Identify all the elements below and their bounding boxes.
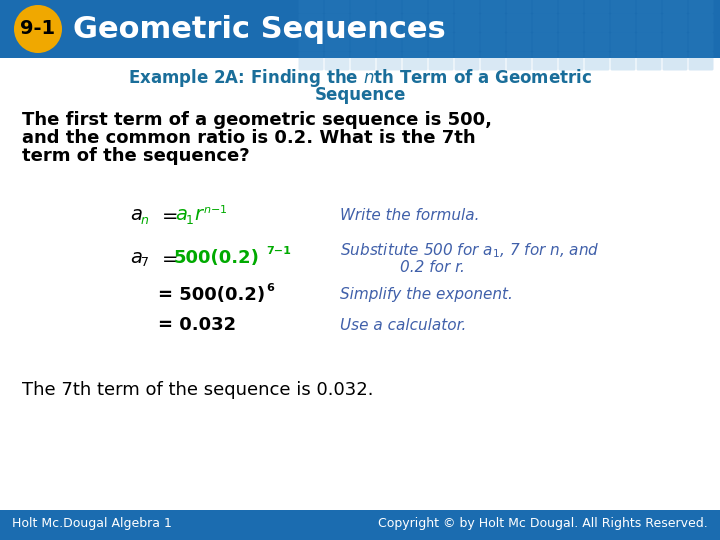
- Text: and the common ratio is 0.2. What is the 7th: and the common ratio is 0.2. What is the…: [22, 129, 476, 147]
- FancyBboxPatch shape: [559, 51, 583, 71]
- FancyBboxPatch shape: [585, 51, 610, 71]
- FancyBboxPatch shape: [559, 14, 583, 32]
- Text: $=$: $=$: [158, 249, 178, 267]
- FancyBboxPatch shape: [377, 32, 402, 51]
- FancyBboxPatch shape: [377, 0, 402, 14]
- FancyBboxPatch shape: [325, 0, 349, 14]
- FancyBboxPatch shape: [506, 51, 531, 71]
- FancyBboxPatch shape: [325, 51, 349, 71]
- FancyBboxPatch shape: [585, 32, 610, 51]
- FancyBboxPatch shape: [454, 0, 480, 14]
- FancyBboxPatch shape: [506, 0, 531, 14]
- FancyBboxPatch shape: [454, 51, 480, 71]
- Text: $1$: $1$: [185, 213, 194, 226]
- Text: Holt Mc.Dougal Algebra 1: Holt Mc.Dougal Algebra 1: [12, 517, 172, 530]
- FancyBboxPatch shape: [662, 32, 688, 51]
- FancyBboxPatch shape: [351, 14, 376, 32]
- FancyBboxPatch shape: [351, 51, 376, 71]
- FancyBboxPatch shape: [585, 0, 610, 14]
- Text: Copyright © by Holt Mc Dougal. All Rights Reserved.: Copyright © by Holt Mc Dougal. All Right…: [378, 517, 708, 530]
- FancyBboxPatch shape: [480, 51, 505, 71]
- FancyBboxPatch shape: [480, 0, 505, 14]
- Text: = 500(0.2): = 500(0.2): [158, 286, 265, 304]
- Text: Simplify the exponent.: Simplify the exponent.: [340, 287, 513, 302]
- FancyBboxPatch shape: [428, 51, 454, 71]
- FancyBboxPatch shape: [611, 14, 636, 32]
- Text: Substitute 500 for $a_1$, 7 for $n$, and: Substitute 500 for $a_1$, 7 for $n$, and: [340, 241, 600, 260]
- FancyBboxPatch shape: [662, 14, 688, 32]
- FancyBboxPatch shape: [559, 0, 583, 14]
- FancyBboxPatch shape: [402, 0, 428, 14]
- Bar: [0, 510, 720, 540]
- FancyBboxPatch shape: [351, 32, 376, 51]
- Text: $n$: $n$: [140, 213, 149, 226]
- FancyBboxPatch shape: [533, 14, 557, 32]
- Text: $7$: $7$: [140, 256, 149, 269]
- Text: 0.2 for r.: 0.2 for r.: [400, 260, 465, 274]
- FancyBboxPatch shape: [299, 32, 323, 51]
- Text: $a$: $a$: [130, 206, 143, 224]
- Text: The 7th term of the sequence is 0.032.: The 7th term of the sequence is 0.032.: [22, 381, 374, 399]
- FancyBboxPatch shape: [299, 14, 323, 32]
- FancyBboxPatch shape: [559, 32, 583, 51]
- Text: Write the formula.: Write the formula.: [340, 207, 480, 222]
- FancyBboxPatch shape: [611, 0, 636, 14]
- FancyBboxPatch shape: [351, 0, 376, 14]
- FancyBboxPatch shape: [428, 0, 454, 14]
- FancyBboxPatch shape: [688, 14, 714, 32]
- FancyBboxPatch shape: [325, 32, 349, 51]
- FancyBboxPatch shape: [662, 0, 688, 14]
- FancyBboxPatch shape: [662, 51, 688, 71]
- Text: 6: 6: [266, 283, 274, 293]
- FancyBboxPatch shape: [377, 14, 402, 32]
- FancyBboxPatch shape: [636, 14, 662, 32]
- FancyBboxPatch shape: [506, 32, 531, 51]
- FancyBboxPatch shape: [480, 32, 505, 51]
- FancyBboxPatch shape: [454, 32, 480, 51]
- Text: The first term of a geometric sequence is 500,: The first term of a geometric sequence i…: [22, 111, 492, 129]
- Text: Sequence: Sequence: [315, 86, 405, 104]
- FancyBboxPatch shape: [299, 51, 323, 71]
- FancyBboxPatch shape: [402, 14, 428, 32]
- FancyBboxPatch shape: [611, 32, 636, 51]
- FancyBboxPatch shape: [636, 0, 662, 14]
- FancyBboxPatch shape: [636, 51, 662, 71]
- FancyBboxPatch shape: [533, 32, 557, 51]
- FancyBboxPatch shape: [533, 51, 557, 71]
- FancyBboxPatch shape: [299, 0, 323, 14]
- FancyBboxPatch shape: [325, 14, 349, 32]
- Text: Use a calculator.: Use a calculator.: [340, 318, 467, 333]
- FancyBboxPatch shape: [428, 14, 454, 32]
- Text: 500(0.2): 500(0.2): [174, 249, 260, 267]
- Text: 7−1: 7−1: [266, 246, 291, 256]
- Text: Geometric Sequences: Geometric Sequences: [73, 15, 446, 44]
- Text: $a$: $a$: [175, 206, 188, 224]
- FancyBboxPatch shape: [454, 14, 480, 32]
- FancyBboxPatch shape: [377, 51, 402, 71]
- FancyBboxPatch shape: [428, 32, 454, 51]
- FancyBboxPatch shape: [688, 51, 714, 71]
- FancyBboxPatch shape: [506, 14, 531, 32]
- FancyBboxPatch shape: [402, 32, 428, 51]
- FancyBboxPatch shape: [402, 51, 428, 71]
- Text: term of the sequence?: term of the sequence?: [22, 147, 250, 165]
- Circle shape: [14, 5, 62, 53]
- FancyBboxPatch shape: [611, 51, 636, 71]
- Text: $=$: $=$: [158, 206, 178, 224]
- FancyBboxPatch shape: [688, 0, 714, 14]
- FancyBboxPatch shape: [480, 14, 505, 32]
- Text: $r$: $r$: [194, 206, 205, 224]
- Text: $a$: $a$: [130, 249, 143, 267]
- Text: 9-1: 9-1: [20, 19, 55, 38]
- Text: Example 2A: Finding the $\it{n}$th Term of a Geometric: Example 2A: Finding the $\it{n}$th Term …: [128, 67, 592, 89]
- Bar: [0, 0, 720, 58]
- Text: $n{-}1$: $n{-}1$: [203, 203, 228, 215]
- FancyBboxPatch shape: [636, 32, 662, 51]
- FancyBboxPatch shape: [585, 14, 610, 32]
- FancyBboxPatch shape: [688, 32, 714, 51]
- FancyBboxPatch shape: [533, 0, 557, 14]
- Text: = 0.032: = 0.032: [158, 316, 236, 334]
